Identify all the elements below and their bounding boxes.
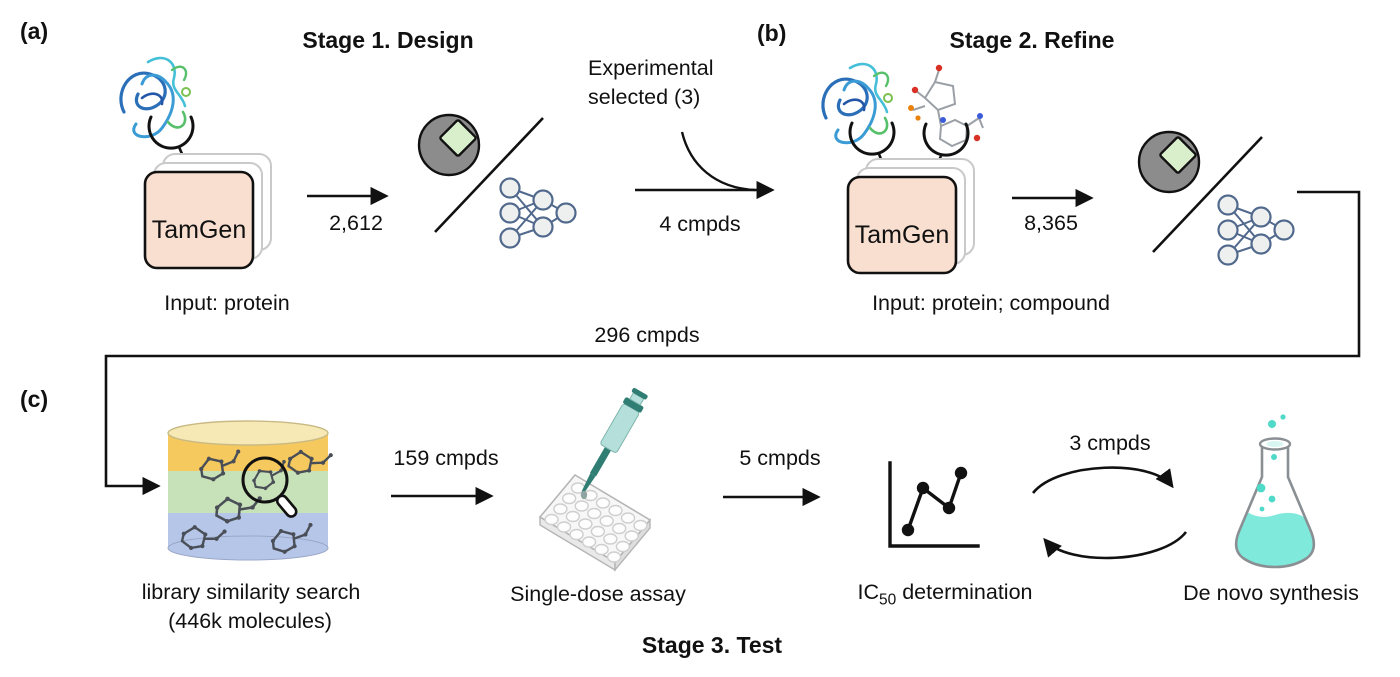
ic50-subscript: 50 [879, 591, 897, 609]
connector-stage2-to-stage3 [104, 190, 1361, 496]
panel-c-tag: (c) [20, 386, 49, 412]
cycle-arrows-icon [1031, 466, 1188, 560]
cycle-count: 3 cmpds [1069, 431, 1151, 455]
experimental-note-line1: Experimental [588, 56, 714, 80]
synthesis-label: De novo synthesis [1183, 581, 1359, 605]
filter-slash [434, 117, 544, 233]
library-to-assay-count: 159 cmpds [393, 446, 499, 470]
generated-count-a: 2,612 [329, 211, 383, 235]
tamgen-label-b: TamGen [854, 221, 950, 249]
well-plate-icon [538, 473, 652, 572]
library-label-line1: library similarity search [141, 580, 361, 604]
input-label-a: Input: protein [164, 291, 290, 315]
protein-structure-icon [821, 62, 894, 145]
tamgen-model-box [846, 157, 976, 275]
neural-network-icon [1217, 194, 1295, 266]
experimental-note-line2: selected (3) [588, 85, 701, 109]
panel-b-tag: (b) [757, 20, 787, 46]
assay-label: Single-dose assay [510, 582, 686, 606]
magnifier-icon [241, 456, 298, 518]
stage3-title: Stage 3. Test [641, 632, 783, 658]
neural-network-icon [499, 177, 577, 249]
compound-library-cylinder-icon [167, 420, 335, 561]
protein-structure-icon [119, 56, 192, 139]
transfer-count: 296 cmpds [594, 323, 700, 347]
experimental-selected-curve [680, 131, 756, 192]
binding-pocket-filter-icon [1137, 130, 1201, 194]
erlenmeyer-flask-icon [1234, 414, 1316, 569]
library-label-line2: (446k molecules) [168, 609, 332, 633]
flask-bubbles [1256, 414, 1286, 512]
tamgen-label-a: TamGen [151, 216, 247, 244]
dose-response-chart-icon [888, 461, 980, 548]
assay-to-ic50-count: 5 cmpds [739, 446, 821, 470]
tamgen-model-box [143, 152, 273, 270]
binding-pocket-filter-icon [417, 113, 481, 177]
stage2-title: Stage 2. Refine [949, 27, 1115, 53]
ic50-prefix: IC [857, 580, 880, 604]
stage1-title: Stage 1. Design [302, 27, 474, 53]
stage1-output-count: 4 cmpds [659, 212, 741, 236]
ic50-label: IC50 determination [858, 580, 1033, 609]
pipette-icon [581, 388, 648, 493]
filter-slash [1152, 136, 1263, 253]
generated-count-b: 8,365 [1024, 211, 1078, 235]
input-label-b: Input: protein; compound [872, 291, 1110, 315]
ic50-suffix: determination [902, 580, 1033, 604]
pipette-drop [580, 490, 588, 500]
compound-structure-icon [907, 63, 984, 147]
panel-a-tag: (a) [20, 18, 49, 44]
